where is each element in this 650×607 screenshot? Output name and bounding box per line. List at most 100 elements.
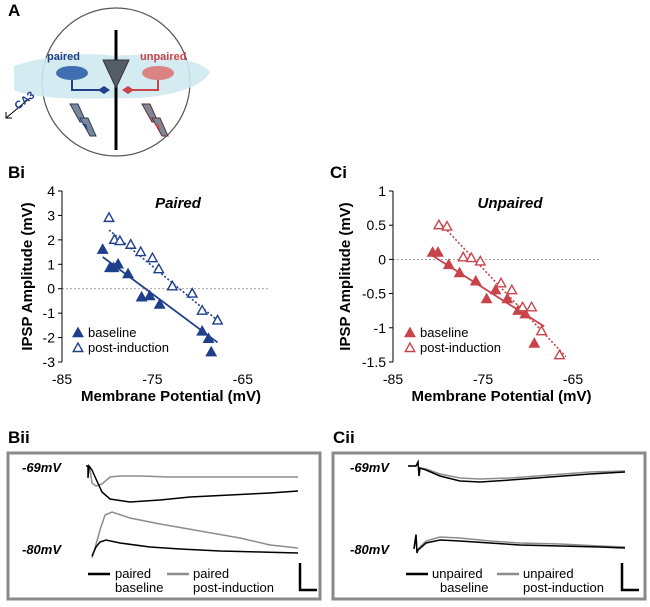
chart-bi: Paired IPSP Amplitude (mV) Membrane Pote…	[19, 183, 270, 405]
data-point-post-induction	[146, 251, 159, 263]
x-tick-label: -75	[142, 371, 162, 387]
unpaired-input-ellipse	[142, 66, 174, 80]
chart-title: Unpaired	[477, 195, 543, 212]
data-point-baseline	[469, 274, 482, 286]
paired-stim-electrode	[69, 103, 97, 137]
data-point-baseline	[196, 325, 209, 336]
data-point-post-induction	[525, 300, 538, 312]
ca3-arrow	[5, 97, 31, 119]
y-tick-label: -2	[43, 330, 56, 346]
unpaired-stim-electrode	[141, 103, 169, 137]
y-tick-label: -3	[43, 354, 56, 370]
data-point-post-induction	[553, 348, 566, 360]
voltage-label-top: -69mV	[350, 460, 390, 475]
y-tick-label: 3	[47, 207, 55, 223]
legend-label-line1-post-induction: unpaired	[523, 566, 574, 581]
data-point-baseline	[519, 307, 532, 319]
y-axis-label: IPSP Amplitude (mV)	[337, 202, 354, 350]
y-tick-label: 0	[378, 251, 386, 267]
y-tick-label: 1	[47, 256, 55, 272]
data-point-post-induction	[505, 283, 518, 295]
data-point-baseline	[135, 290, 148, 302]
data-point-post-induction	[465, 251, 478, 263]
y-tick-label: -1.5	[362, 354, 386, 370]
data-point-baseline	[432, 246, 444, 257]
paired-axon	[71, 80, 104, 91]
data-point-post-induction	[196, 304, 209, 315]
legend-marker-post-induction	[404, 341, 416, 353]
x-tick-label: -65	[563, 371, 583, 387]
legend-label-line1-post-induction: paired	[193, 566, 229, 581]
data-point-post-induction	[124, 238, 137, 249]
panel-letter-ci: Ci	[330, 163, 347, 182]
data-point-post-induction	[432, 218, 445, 230]
data-point-baseline	[453, 266, 466, 278]
data-point-post-induction	[113, 234, 126, 246]
legend-label-baseline: baseline	[88, 325, 136, 340]
y-tick-label: 0.5	[367, 217, 387, 233]
panel-letter-a: A	[8, 1, 20, 20]
traces-cii: -69mV -80mV unpaired baseline unpaired p…	[331, 451, 647, 601]
trace-top-post-induction	[86, 465, 298, 487]
unpaired-synapse	[122, 86, 134, 94]
data-point-post-induction	[103, 211, 115, 223]
voltage-label-top: -69mV	[22, 460, 62, 475]
legend-label-line2-baseline: baseline	[440, 580, 488, 595]
chart-ci: Unpaired IPSP Amplitude (mV) Membrane Po…	[337, 183, 600, 405]
trace-frame	[331, 451, 647, 601]
legend-label-line2-baseline: baseline	[115, 580, 163, 595]
y-tick-label: -0.5	[362, 286, 386, 302]
y-tick-label: -1	[374, 320, 387, 336]
data-point-baseline	[122, 267, 134, 279]
y-tick-label: 1	[378, 183, 386, 199]
trace-bottom-post-induction	[91, 511, 299, 559]
trace-top-baseline	[86, 463, 299, 503]
trace-top-baseline	[408, 459, 626, 483]
paired-label: paired	[47, 51, 80, 63]
trace-bottom-baseline	[91, 539, 299, 557]
voltage-label-bottom: -80mV	[350, 542, 390, 557]
scale-bar	[620, 563, 639, 592]
legend-label-post-induction: post-induction	[420, 340, 501, 355]
x-tick-label: -65	[233, 371, 253, 387]
y-tick-label: 2	[47, 232, 55, 248]
data-point-post-induction	[495, 276, 507, 288]
legend-label-post-induction: post-induction	[88, 340, 169, 355]
data-point-baseline	[442, 258, 455, 270]
data-point-baseline	[153, 298, 166, 309]
data-point-baseline	[489, 283, 502, 295]
x-tick-label: -75	[473, 371, 493, 387]
data-point-baseline	[205, 345, 218, 357]
data-point-post-induction	[152, 262, 165, 274]
y-tick-label: 4	[47, 183, 55, 199]
x-tick-label: -85	[52, 371, 72, 387]
trace-bottom-baseline	[413, 534, 626, 554]
data-point-baseline	[96, 243, 109, 254]
legend-label-line1-baseline: unpaired	[432, 566, 483, 581]
data-point-post-induction	[186, 287, 199, 298]
data-point-post-induction	[441, 220, 453, 231]
schematic-diagram: paired unpaired CA3	[5, 7, 210, 157]
legend-label-line2-post-induction: post-induction	[523, 580, 604, 595]
fit-line-post-induction	[438, 221, 567, 358]
legend-label-baseline: baseline	[420, 325, 468, 340]
panel-letter-cii: Cii	[333, 428, 355, 447]
data-point-baseline	[112, 257, 125, 269]
legend-marker-baseline	[72, 326, 84, 338]
legend-label-line1-baseline: paired	[115, 566, 151, 581]
data-point-post-induction	[516, 300, 529, 312]
chart-title: Paired	[155, 195, 202, 212]
ca3-arrowhead-icon	[5, 112, 12, 119]
legend-label-line2-post-induction: post-induction	[193, 580, 274, 595]
y-tick-label: 0	[47, 281, 55, 297]
panel-letter-bii: Bii	[8, 428, 30, 447]
y-axis-label: IPSP Amplitude (mV)	[19, 202, 36, 350]
data-point-baseline	[501, 292, 514, 304]
data-point-post-induction	[457, 250, 470, 262]
paired-synapse	[98, 86, 110, 94]
fit-line-post-induction	[108, 229, 219, 322]
unpaired-axon	[128, 80, 159, 91]
voltage-label-bottom: -80mV	[22, 542, 62, 557]
data-point-baseline	[143, 289, 156, 301]
traces-bii: -69mV -80mV paired baseline paired post-…	[6, 451, 322, 601]
